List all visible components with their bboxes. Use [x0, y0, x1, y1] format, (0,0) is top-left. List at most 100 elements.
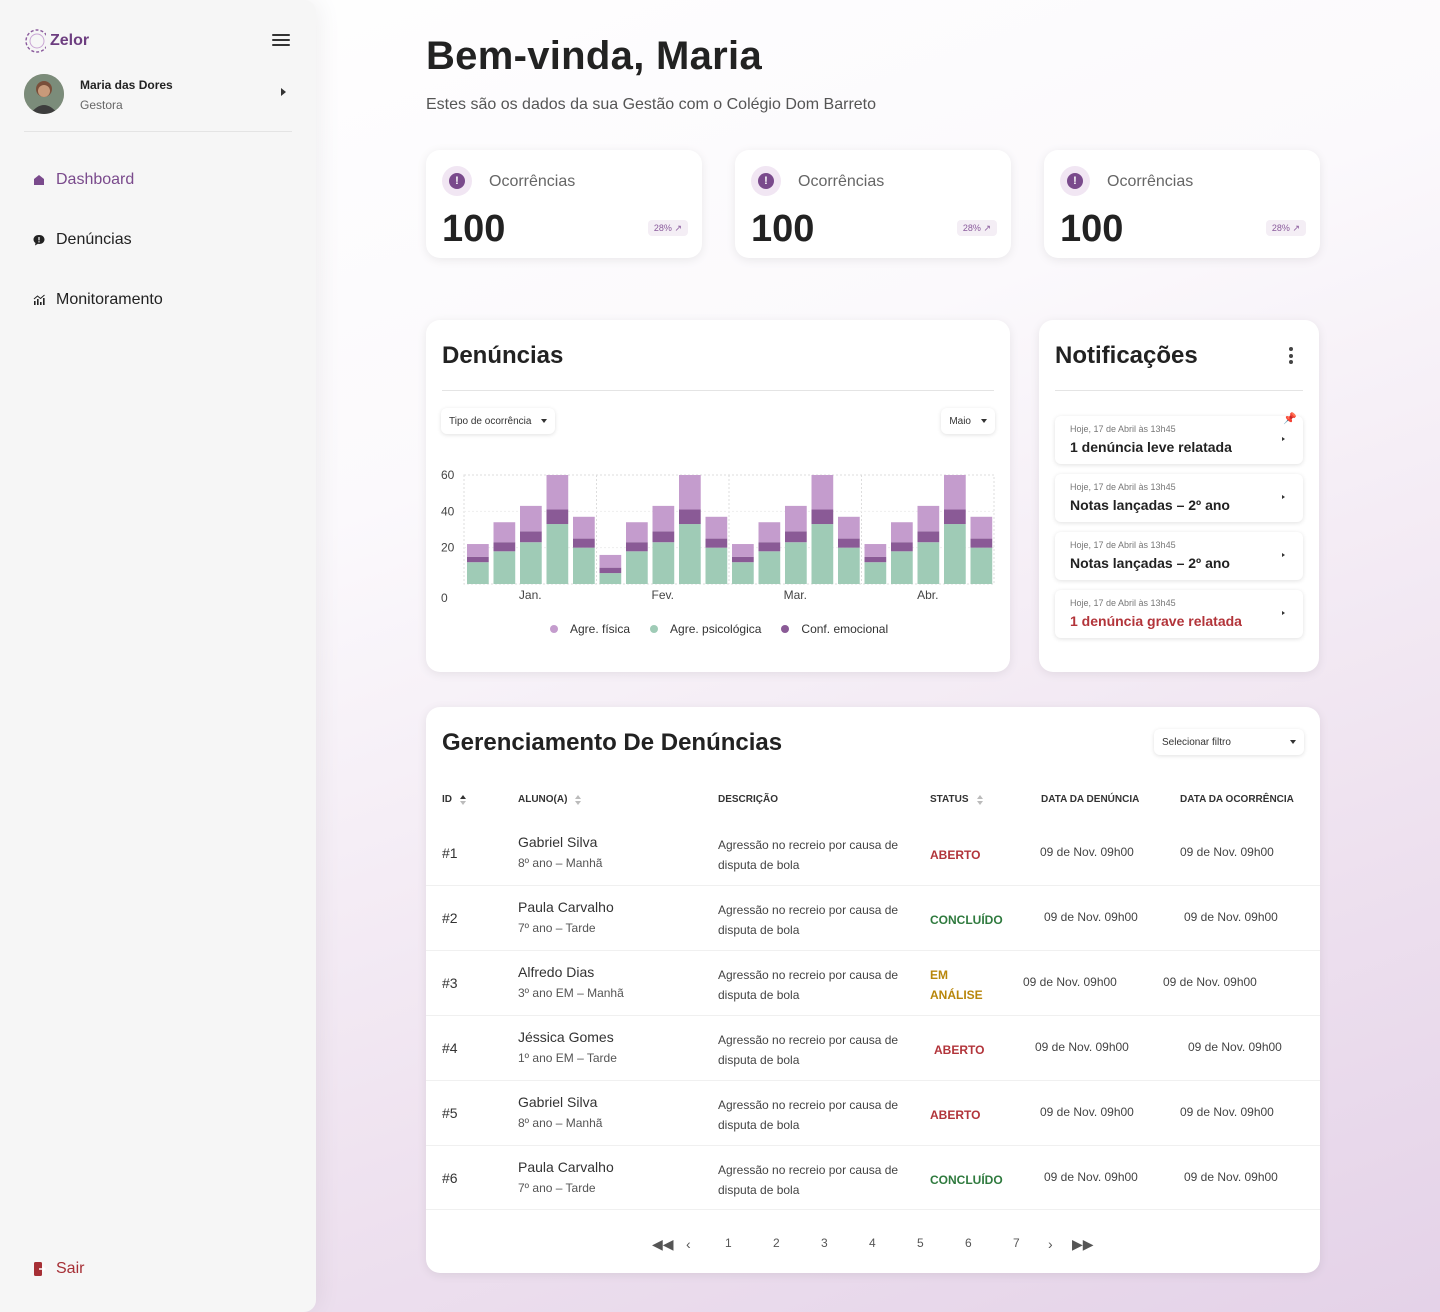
prev-page-icon[interactable]: ‹	[686, 1236, 691, 1252]
occurrence-date: 09 de Nov. 09h00	[1180, 1105, 1274, 1119]
logout-button[interactable]: Sair	[32, 1260, 84, 1278]
legend-item: Conf. emocional	[781, 622, 888, 636]
page-4[interactable]: 4	[869, 1236, 876, 1250]
filter-select[interactable]: Selecionar filtro	[1154, 729, 1304, 755]
first-page-icon[interactable]: ◀◀	[652, 1236, 674, 1252]
bar-segment	[944, 509, 966, 525]
student-name: Jéssica Gomes	[518, 1029, 614, 1045]
column-header-status[interactable]: STATUS	[930, 794, 983, 805]
chart-card-title: Denúncias	[442, 342, 564, 369]
y-tick-label: 20	[441, 541, 455, 555]
sort-icon[interactable]	[976, 794, 983, 805]
report-date: 09 de Nov. 09h00	[1044, 910, 1138, 924]
bar-segment	[626, 522, 648, 543]
legend-dot	[781, 625, 790, 633]
sort-icon[interactable]	[575, 794, 582, 805]
report-date: 09 de Nov. 09h00	[1040, 1105, 1134, 1119]
column-header-student[interactable]: ALUNO(A)	[518, 794, 582, 805]
nav-item-denuncias[interactable]: Denúncias	[32, 231, 132, 249]
bar-segment	[917, 542, 940, 584]
status-badge: EM ANÁLISE	[930, 968, 983, 1002]
month-select[interactable]: Maio	[941, 408, 995, 434]
bar-segment	[864, 544, 887, 557]
report-description: Agressão no recreio por causa de disputa…	[718, 903, 899, 937]
avatar	[24, 74, 64, 114]
bar-segment	[864, 556, 887, 563]
table-row[interactable]: #1 Gabriel Silva 8º ano – Manhã Agressão…	[426, 821, 1320, 886]
page-5[interactable]: 5	[917, 1236, 924, 1250]
notification-text: 1 denúncia grave relatada	[1070, 613, 1242, 629]
bar-segment	[626, 551, 648, 584]
notification-time: Hoje, 17 de Abril às 13h45	[1070, 482, 1176, 492]
table-row[interactable]: #3 Alfredo Dias 3º ano EM – Manhã Agress…	[426, 951, 1320, 1016]
page-title: Bem-vinda, Maria	[426, 34, 763, 78]
more-options-icon[interactable]	[1289, 347, 1295, 367]
status-badge: ABERTO	[934, 1043, 985, 1057]
occurrence-type-select[interactable]: Tipo de ocorrência	[441, 408, 556, 434]
bar-segment	[679, 509, 701, 525]
next-page-icon[interactable]: ›	[1048, 1236, 1053, 1252]
sort-icon[interactable]	[460, 794, 466, 805]
bar-segment	[546, 524, 569, 584]
notification-item[interactable]: 📌 Hoje, 17 de Abril às 13h45 1 denúncia …	[1055, 413, 1303, 464]
student-name: Alfredo Dias	[518, 964, 595, 980]
chat-bubble-icon	[33, 235, 45, 246]
legend-label: Agre. psicológica	[670, 622, 762, 636]
occurrence-date: 09 de Nov. 09h00	[1184, 910, 1278, 924]
nav-item-monitoramento[interactable]: Monitoramento	[32, 291, 163, 309]
bar-segment	[599, 573, 622, 584]
column-label: DATA DA DENÚNCIA	[1041, 794, 1140, 805]
report-description: Agressão no recreio por causa de disputa…	[718, 838, 899, 872]
bar-segment	[732, 562, 754, 584]
student-name: Paula Carvalho	[518, 899, 614, 915]
table-row[interactable]: #6 Paula Carvalho 7º ano – Tarde Agressã…	[426, 1146, 1320, 1211]
page-7[interactable]: 7	[1013, 1236, 1020, 1250]
chevron-right-icon[interactable]	[281, 88, 286, 96]
page-1[interactable]: 1	[725, 1236, 732, 1250]
trend-badge: 28% ↗	[1265, 220, 1306, 236]
table-row[interactable]: #4 Jéssica Gomes 1º ano EM – Tarde Agres…	[426, 1016, 1320, 1081]
last-page-icon[interactable]: ▶▶	[1072, 1236, 1094, 1252]
pin-icon[interactable]: 📌	[1283, 413, 1297, 425]
student-grade: 7º ano – Tarde	[518, 921, 596, 935]
alert-icon: !	[1060, 166, 1090, 196]
notifications-card: Notificações 📌 Hoje, 17 de Abril às 13h4…	[1039, 320, 1319, 672]
user-profile[interactable]: Maria das Dores Gestora	[24, 74, 292, 132]
page-subtitle: Estes são os dados da sua Gestão com o C…	[426, 96, 877, 113]
occurrence-date: 09 de Nov. 09h00	[1184, 1170, 1278, 1184]
brand[interactable]: Zelor	[24, 24, 89, 58]
column-header-id[interactable]: ID	[442, 794, 466, 805]
student-grade: 8º ano – Manhã	[518, 856, 603, 870]
page-6[interactable]: 6	[965, 1236, 972, 1250]
report-description: Agressão no recreio por causa de disputa…	[718, 1098, 899, 1132]
page-2[interactable]: 2	[773, 1236, 780, 1250]
notification-item[interactable]: Hoje, 17 de Abril às 13h45 Notas lançada…	[1055, 474, 1303, 522]
row-id: #6	[442, 1170, 458, 1186]
bar-segment	[891, 522, 913, 543]
bar-segment	[493, 522, 516, 543]
notification-item[interactable]: Hoje, 17 de Abril às 13h45 Notas lançada…	[1055, 532, 1303, 580]
student-name: Gabriel Silva	[518, 1094, 598, 1110]
table-row[interactable]: #2 Paula Carvalho 7º ano – Tarde Agressã…	[426, 886, 1320, 951]
notification-item[interactable]: Hoje, 17 de Abril às 13h45 1 denúncia gr…	[1055, 590, 1303, 638]
table-row[interactable]: #5 Gabriel Silva 8º ano – Manhã Agressão…	[426, 1081, 1320, 1146]
page-3[interactable]: 3	[821, 1236, 828, 1250]
bar-segment	[573, 516, 595, 539]
reports-management-card: Gerenciamento De Denúncias Selecionar fi…	[426, 707, 1320, 1273]
select-label: Selecionar filtro	[1162, 736, 1231, 748]
logout-icon	[34, 1262, 46, 1276]
select-label: Tipo de ocorrência	[449, 415, 532, 427]
hamburger-menu-icon[interactable]	[272, 34, 290, 48]
notification-time: Hoje, 17 de Abril às 13h45	[1070, 598, 1176, 608]
bar-segment	[573, 547, 595, 584]
stacked-bar-chart: 0 20 40 60 Jan. Fev. Mar. Abr.	[441, 470, 995, 605]
bar-segment	[652, 531, 675, 543]
status-badge: ABERTO	[930, 1108, 981, 1122]
nav-item-dashboard[interactable]: Dashboard	[32, 171, 134, 189]
x-tick-label: Fev.	[652, 588, 674, 602]
bar-segment	[546, 509, 569, 525]
student-name: Gabriel Silva	[518, 834, 598, 850]
alert-icon: !	[751, 166, 781, 196]
y-tick-label: 0	[441, 591, 448, 605]
bar-segment	[732, 544, 754, 557]
